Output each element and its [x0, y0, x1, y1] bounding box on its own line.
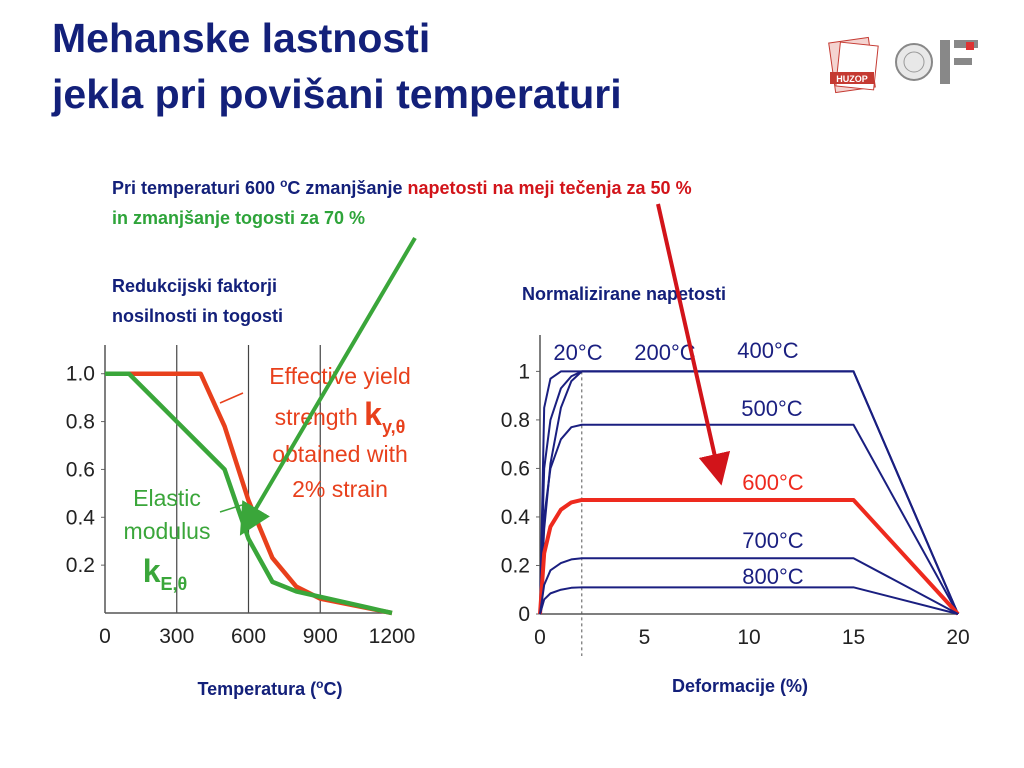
x-tick-label: 10: [737, 626, 760, 649]
annotation-part: y,θ: [382, 417, 405, 437]
logo-text: HUZOP: [836, 74, 868, 84]
series-label: 800°C: [742, 564, 804, 589]
y-tick-label: 0.8: [66, 411, 95, 434]
note-text: napetosti na meji tečenja za 50 %: [407, 178, 691, 198]
logo: [830, 72, 874, 84]
x-tick-label: 0: [99, 625, 111, 648]
chart-title: Redukcijski faktorji: [112, 276, 277, 296]
annotation-part: E,θ: [161, 574, 188, 594]
series-label: 600°C: [742, 470, 804, 495]
y-tick-label: 0.6: [501, 457, 530, 480]
series-label: 700°C: [742, 528, 804, 553]
chart-title: Normalizirane napetosti: [522, 284, 726, 304]
series-line: [105, 371, 393, 616]
note-text: C zmanjšanje: [287, 178, 407, 198]
plots: 0 300 600 900 1200 0.2 0.4 0.6 0.8 1.0 0 5 10 15 20 0 0.…: [66, 335, 970, 656]
y-tick-label: 1: [518, 360, 530, 383]
y-tick-label: 0: [518, 603, 530, 626]
y-tick-label: 0.4: [501, 506, 531, 529]
x-tick-label: 600: [231, 625, 266, 648]
y-tick-label: 0.2: [501, 554, 530, 577]
x-axis-label-part: o: [316, 677, 323, 691]
y-tick-label: 0.2: [66, 554, 95, 577]
annotation-pointer: [219, 392, 244, 404]
logos: HUZOP: [828, 36, 978, 94]
x-axis-label: Deformacije (%): [672, 676, 808, 696]
y-tick-label: 0.4: [66, 506, 96, 529]
series-label: 20°C: [553, 340, 602, 365]
series-line: [539, 370, 959, 615]
x-tick-label: 15: [842, 626, 865, 649]
x-tick-label: 300: [159, 625, 194, 648]
x-tick-label: 0: [534, 626, 546, 649]
series-line: [538, 497, 960, 616]
annotation: strength ky,θ: [275, 396, 406, 437]
x-axis-label: Temperatura (oC): [197, 677, 342, 699]
chart-title: nosilnosti in togosti: [112, 306, 283, 326]
annotation: 2% strain: [292, 476, 388, 502]
arrow: [656, 203, 731, 486]
logo: [895, 43, 933, 81]
note-text: in zmanjšanje togosti za 70 %: [112, 208, 365, 228]
arrow: [239, 236, 417, 536]
annotation-part: k: [364, 396, 382, 432]
series-label: 200°C: [634, 340, 696, 365]
annotation: kE,θ: [143, 553, 188, 594]
annotation-part: k: [143, 553, 161, 589]
x-tick-label: 900: [303, 625, 338, 648]
annotation: Elastic: [133, 485, 201, 511]
note: Pri temperaturi 600 oC zmanjšanje napeto…: [112, 176, 692, 198]
series-line: [539, 423, 959, 615]
slide-title: Mehanske lastnosti: [52, 15, 430, 61]
annotations: Effective yield strength ky,θ obtained w…: [124, 363, 411, 594]
note-text: o: [280, 176, 287, 190]
x-axis-label-part: Temperatura (: [197, 679, 316, 699]
x-tick-label: 5: [639, 626, 651, 649]
annotation-part: strength: [275, 404, 365, 430]
logo: [903, 51, 925, 73]
annotation: modulus: [124, 518, 211, 544]
note-text: Pri temperaturi 600: [112, 178, 280, 198]
y-tick-label: 0.6: [66, 458, 95, 481]
y-tick-label: 0.8: [501, 409, 530, 432]
x-tick-label: 1200: [369, 625, 416, 648]
y-tick-label: 1.0: [66, 363, 95, 386]
x-tick-label: 20: [946, 626, 969, 649]
logo: [966, 42, 974, 50]
series-line: [539, 586, 959, 615]
logo: [954, 58, 972, 65]
slide-title: jekla pri povišani temperaturi: [51, 71, 622, 117]
series-label: 400°C: [737, 338, 799, 363]
annotation-pointer: [219, 504, 243, 513]
x-axis-label-part: C): [324, 679, 343, 699]
series-line: [539, 557, 959, 615]
logo: [940, 40, 950, 84]
series-label: 500°C: [741, 396, 803, 421]
